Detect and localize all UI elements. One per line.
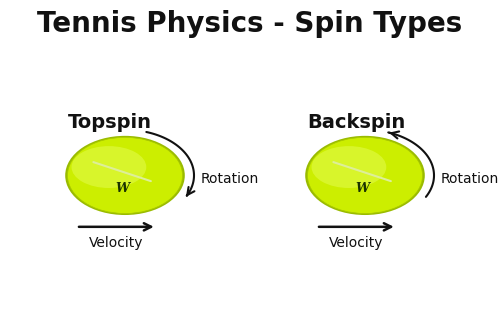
Text: Backspin: Backspin — [308, 113, 406, 132]
Text: W: W — [115, 182, 129, 195]
Text: Rotation: Rotation — [441, 172, 499, 186]
Text: Topspin: Topspin — [68, 113, 152, 132]
Ellipse shape — [308, 137, 422, 213]
Ellipse shape — [68, 137, 182, 213]
Ellipse shape — [305, 136, 425, 215]
Text: Rotation: Rotation — [201, 172, 259, 186]
Ellipse shape — [312, 146, 386, 188]
Text: Velocity: Velocity — [329, 236, 384, 250]
Ellipse shape — [72, 146, 146, 188]
Text: Tennis Physics - Spin Types: Tennis Physics - Spin Types — [38, 10, 463, 38]
Text: W: W — [355, 182, 369, 195]
Text: Velocity: Velocity — [89, 236, 144, 250]
Ellipse shape — [65, 136, 185, 215]
